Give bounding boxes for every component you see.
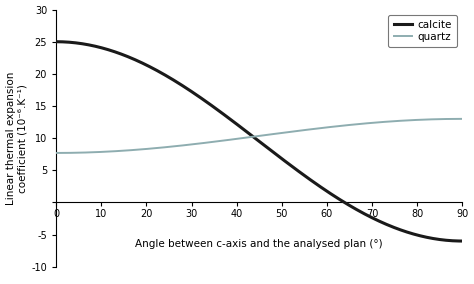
calcite <box>295 169 301 172</box>
quartz <box>53 151 59 155</box>
quartz <box>295 129 301 133</box>
X-axis label: Angle between c-axis and the analysed plan (°): Angle between c-axis and the analysed pl… <box>136 239 383 249</box>
calcite <box>246 132 252 135</box>
quartz <box>273 132 279 135</box>
quartz <box>386 120 392 123</box>
calcite <box>459 239 465 243</box>
calcite <box>273 153 279 156</box>
calcite <box>450 239 456 243</box>
calcite <box>53 40 59 43</box>
Y-axis label: Linear thermal expansion
coefficient (10⁻⁶.K⁻¹): Linear thermal expansion coefficient (10… <box>6 72 27 205</box>
quartz <box>459 117 465 121</box>
calcite <box>386 224 392 227</box>
Line: calcite: calcite <box>56 42 462 241</box>
calcite <box>249 134 255 137</box>
quartz <box>246 135 252 139</box>
Line: quartz: quartz <box>56 119 462 153</box>
Legend: calcite, quartz: calcite, quartz <box>388 15 457 47</box>
quartz <box>450 117 456 121</box>
quartz <box>249 135 255 139</box>
